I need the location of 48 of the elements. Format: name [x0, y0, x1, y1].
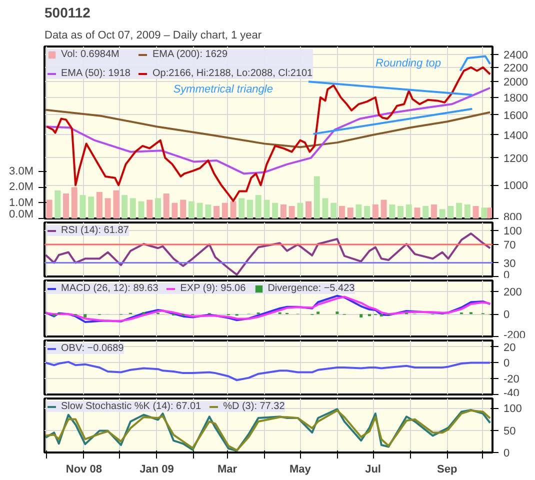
x-tick-label: Sep — [437, 464, 458, 476]
line-series — [44, 86, 492, 175]
legend-label: EMA (200): 1629 — [152, 49, 228, 60]
y-tick-label: 2200 — [504, 62, 528, 74]
x-tick-label: Mar — [218, 464, 238, 476]
y-tick-label: 1200 — [504, 152, 528, 165]
line-series — [44, 360, 492, 382]
legend-label: Vol: 0.6984M — [61, 49, 120, 60]
annotation: Rounding top — [376, 58, 441, 70]
legend-label: RSI (14): 61.87 — [61, 225, 129, 236]
y-tick-label: 0 — [504, 448, 510, 460]
y2-tick-label: 3.0M — [9, 166, 34, 178]
line-series — [459, 55, 492, 72]
x-tick-label: Jul — [365, 464, 381, 476]
legend-label: MACD (26, 12): 89.63 — [61, 283, 158, 294]
y-tick-label: 1000 — [504, 180, 528, 192]
y2-tick-label: 0.0M — [9, 208, 34, 220]
legend-label: Op:2166, Hi:2188, Lo:2088, Cl:2101 — [152, 68, 313, 79]
legend-label: Slow Stochastic %K (14): 67.01 — [61, 401, 202, 412]
chart-subtitle: Data as of Oct 07, 2009 – Daily chart, 1 year — [44, 30, 262, 42]
chart-title: 500112 — [44, 4, 91, 20]
y2-tick-label: 2.0M — [9, 181, 34, 194]
y-tick-label: 200 — [504, 286, 522, 299]
y-tick-label: 20 — [504, 342, 516, 354]
y-tick-label: -20 — [504, 374, 520, 386]
y-tick-label: 2400 — [504, 49, 528, 62]
legend-label: %D (3): 77.32 — [223, 401, 285, 412]
y-tick-label: 2000 — [504, 76, 528, 89]
y2-tick-label: 1.0M — [9, 196, 34, 209]
y-tick-label: 100 — [504, 403, 522, 416]
x-tick-label: Nov 08 — [66, 464, 102, 476]
y-tick-label: 0 — [504, 358, 510, 370]
line-series — [44, 108, 492, 148]
y-tick-label: 30 — [504, 258, 516, 270]
y-tick-label: 100 — [504, 226, 522, 238]
legend-label: OBV: −0.0689 — [61, 343, 124, 354]
y-tick-label: 1600 — [504, 110, 528, 122]
y-tick-label: 1800 — [504, 92, 528, 104]
legend-label: Divergence: −5.423 — [268, 283, 355, 294]
annotation: Symmetrical triangle — [173, 84, 273, 96]
legend-label: EMA (50): 1918 — [61, 68, 130, 79]
y-tick-label: 70 — [504, 239, 516, 252]
y-tick-label: 50 — [504, 425, 516, 438]
y-tick-label: 0 — [504, 309, 510, 322]
legend-label: EXP (9): 95.06 — [180, 283, 246, 294]
y-tick-label: 1400 — [504, 130, 528, 142]
x-tick-label: May — [289, 464, 312, 476]
x-tick-label: Jan 09 — [140, 464, 174, 476]
